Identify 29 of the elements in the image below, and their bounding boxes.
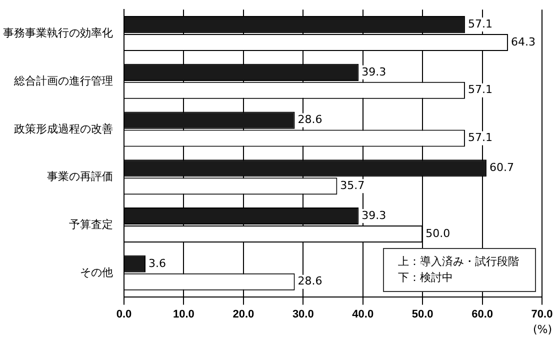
y-tick-label: その他 — [80, 266, 113, 279]
text: 下：検討中 — [398, 271, 453, 284]
y-tick-label: 事業の再評価 — [47, 170, 113, 184]
data-label: 28.6 — [298, 113, 322, 126]
data-label: 60.7 — [489, 161, 514, 174]
y-tick-label: 予算査定 — [69, 218, 113, 232]
x-tick-label: 60.0 — [472, 308, 493, 320]
x-tick-label: 70.0 — [531, 308, 553, 320]
data-label: 57.1 — [468, 83, 492, 96]
data-label: 39.3 — [362, 65, 386, 78]
x-tick-label: 40.0 — [352, 308, 374, 320]
data-label: 57.1 — [468, 17, 492, 30]
x-axis-title: (%) — [532, 323, 552, 336]
x-tick-label: 30.0 — [292, 308, 314, 320]
x-tick-label: 50.0 — [412, 308, 434, 320]
data-label: 39.3 — [362, 208, 386, 222]
data-label: 64.3 — [510, 35, 536, 48]
text: 上：導入済み・試行段階 — [398, 255, 519, 268]
x-tick-label: 10.0 — [173, 308, 194, 320]
data-label: 3.6 — [148, 256, 166, 270]
data-label: 35.7 — [340, 178, 365, 192]
y-tick-label: 政策形成過程の改善 — [14, 122, 113, 136]
y-tick-label: 総合計画の進行管理 — [13, 74, 113, 88]
x-tick-label: 20.0 — [232, 308, 254, 320]
data-label: 50.0 — [426, 226, 450, 240]
y-tick-label: 事務事業執行の効率化 — [3, 26, 113, 40]
data-label: 28.6 — [298, 274, 322, 288]
data-label: 57.1 — [468, 131, 492, 144]
x-tick-label: 0.0 — [116, 308, 132, 320]
